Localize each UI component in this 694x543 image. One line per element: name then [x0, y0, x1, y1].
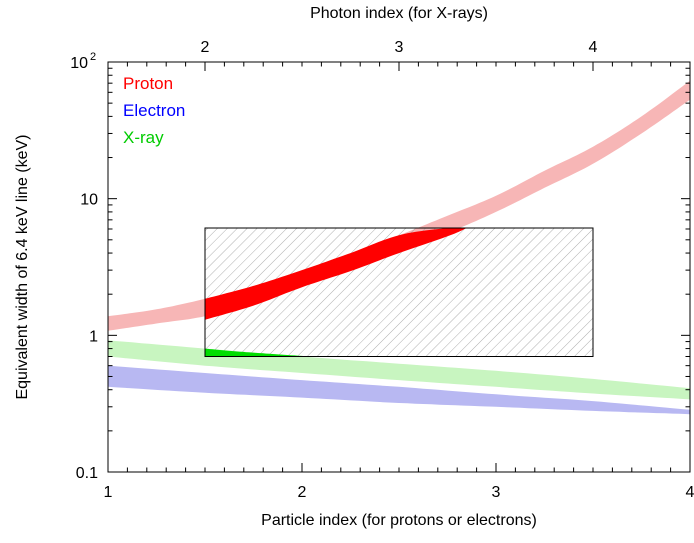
x2-tick-label: 2: [201, 39, 210, 56]
x-tick-label: 2: [298, 484, 307, 501]
x-tick-label: 4: [686, 484, 694, 501]
legend-proton: Proton: [123, 74, 173, 93]
y-axis-label: Equivalent width of 6.4 keV line (keV): [14, 134, 31, 399]
legend-x-ray: X-ray: [123, 128, 164, 147]
y-tick-label-exponent: 2: [90, 51, 96, 63]
y-tick-label: 0.1: [76, 465, 98, 482]
x2-tick-label: 3: [395, 39, 404, 56]
x-axis-label: Particle index (for protons or electrons…: [261, 512, 537, 529]
y-tick-label: 10: [70, 55, 88, 72]
x2-tick-label: 4: [589, 39, 598, 56]
legend-electron: Electron: [123, 101, 185, 120]
top-axis-label: Photon index (for X-rays): [310, 5, 488, 22]
x-tick-label: 1: [104, 484, 113, 501]
y-tick-label: 1: [89, 328, 98, 345]
legend: Proton Electron X-ray: [123, 74, 185, 147]
y-tick-label: 10: [80, 192, 98, 209]
x-tick-label: 3: [492, 484, 501, 501]
